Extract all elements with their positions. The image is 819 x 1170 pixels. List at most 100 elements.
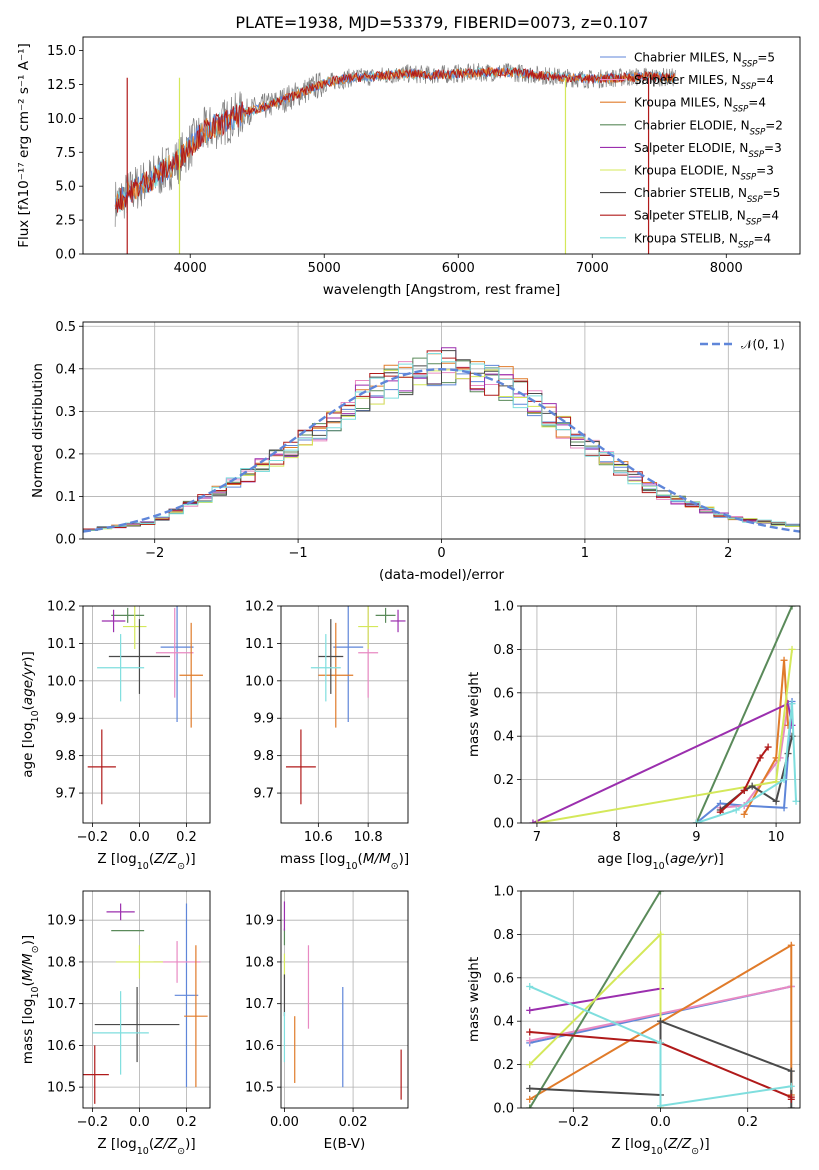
age-vs-metallicity-panel-grid bbox=[83, 605, 210, 823]
y-tick-label: 0.0 bbox=[55, 248, 76, 263]
legend-entry: 𝒩(0, 1) bbox=[741, 338, 785, 352]
y-tick-label: 0.4 bbox=[493, 730, 514, 745]
x-tick-label: 2 bbox=[724, 546, 732, 561]
x-axis-label: wavelength [Angstrom, rest frame] bbox=[323, 282, 561, 298]
x-axis-label: Z [log10(Z/Z⊙)] bbox=[611, 1136, 709, 1157]
x-tick-label: 8 bbox=[613, 830, 621, 845]
y-tick-label: 10.1 bbox=[245, 637, 274, 652]
spectrum-panel-plot-area bbox=[114, 62, 676, 254]
y-tick-label: 9.8 bbox=[55, 749, 76, 764]
legend-entry: Chabrier ELODIE, NSSP=2 bbox=[634, 118, 783, 137]
mass-weight-line bbox=[719, 746, 769, 813]
y-tick-label: 0.5 bbox=[55, 320, 76, 335]
x-tick-label: 10.6 bbox=[304, 830, 333, 845]
mass-vs-extinction-panel: 0.00 0.02 10.5 10.6 10.7 10.8 10.9 E(B-V) bbox=[245, 890, 409, 1152]
y-tick-label: 5.0 bbox=[55, 180, 76, 195]
y-tick-label: 10.9 bbox=[47, 914, 76, 929]
mass-vs-extinction-panel-grid bbox=[281, 891, 408, 1108]
y-tick-label: 10.6 bbox=[245, 1039, 274, 1054]
y-tick-label: 10.0 bbox=[47, 112, 76, 127]
x-tick-label: 0.0 bbox=[650, 1115, 671, 1130]
y-tick-label: 10.0 bbox=[47, 674, 76, 689]
x-tick-label: 6000 bbox=[442, 261, 475, 276]
y-axis-label: Flux [fλ10⁻¹⁷ erg cm⁻² s⁻¹ A⁻¹] bbox=[16, 43, 32, 248]
age-vs-mass-panel-grid bbox=[281, 605, 408, 823]
legend-entry: Kroupa STELIB, NSSP=4 bbox=[634, 231, 771, 250]
x-tick-label: 7 bbox=[533, 830, 541, 845]
axes-frame bbox=[520, 605, 801, 824]
y-tick-label: 0.2 bbox=[55, 447, 76, 462]
y-tick-label: 12.5 bbox=[47, 78, 76, 93]
y-tick-label: 0.6 bbox=[493, 971, 514, 986]
y-axis-label: Normed distribution bbox=[30, 363, 46, 498]
weight-vs-age-panel-plot-area bbox=[529, 606, 800, 823]
x-tick-label: −0.2 bbox=[558, 1115, 590, 1130]
x-tick-label: 1 bbox=[581, 546, 589, 561]
x-tick-label: 0.2 bbox=[737, 1115, 758, 1130]
x-tick-label: 10.8 bbox=[354, 830, 383, 845]
y-tick-label: 0.2 bbox=[493, 1058, 514, 1073]
y-tick-label: 0.4 bbox=[493, 1015, 514, 1030]
x-tick-label: 0.2 bbox=[176, 1115, 197, 1130]
x-axis-label: Z [log10(Z/Z⊙)] bbox=[97, 851, 195, 872]
model-spectrum-line bbox=[114, 66, 676, 213]
x-tick-label: −0.2 bbox=[77, 830, 109, 845]
y-tick-label: 0.0 bbox=[493, 817, 514, 832]
y-tick-label: 10.0 bbox=[245, 674, 274, 689]
x-tick-label: 0.2 bbox=[176, 830, 197, 845]
axes-frame bbox=[82, 36, 801, 255]
mass-vs-metallicity-panel-plot-area bbox=[83, 903, 208, 1104]
y-axis-label: mass weight bbox=[466, 957, 482, 1042]
x-axis-label: age [log10(age/yr)] bbox=[597, 851, 723, 872]
y-tick-label: 9.7 bbox=[253, 787, 274, 802]
x-tick-label: −1 bbox=[289, 546, 308, 561]
mass-vs-extinction-panel-plot-area bbox=[283, 901, 402, 1100]
y-tick-label: 1.0 bbox=[493, 600, 514, 615]
y-tick-label: 10.5 bbox=[245, 1081, 274, 1096]
weight-vs-age-panel: 7 8 9 10 0.0 0.2 0.4 0.6 0.8 1.0 age [log10(age/yr… bbox=[466, 600, 801, 872]
residual-histogram-panel-plot-area bbox=[83, 347, 800, 533]
y-tick-label: 9.8 bbox=[253, 749, 274, 764]
legend-entry: Salpeter STELIB, NSSP=4 bbox=[634, 209, 779, 228]
y-tick-label: 10.1 bbox=[47, 637, 76, 652]
x-axis-label: (data-model)/error bbox=[379, 567, 505, 583]
x-tick-label: 7000 bbox=[576, 261, 609, 276]
y-tick-label: 10.5 bbox=[47, 1081, 76, 1096]
y-tick-label: 9.9 bbox=[55, 712, 76, 727]
x-tick-label: 0.0 bbox=[129, 830, 150, 845]
age-vs-mass-panel: 10.6 10.8 9.7 9.8 9.9 10.0 10.1 10.2 mass [log10… bbox=[245, 600, 409, 872]
weight-vs-metallicity-panel: −0.2 0.0 0.2 0.0 0.2 0.4 0.6 0.8 1.0 Z [log10(Z/Z… bbox=[466, 885, 801, 1157]
x-tick-label: 4000 bbox=[174, 261, 207, 276]
y-tick-label: 15.0 bbox=[47, 44, 76, 59]
x-axis-label: E(B-V) bbox=[324, 1136, 366, 1152]
y-tick-label: 10.9 bbox=[245, 914, 274, 929]
y-tick-label: 1.0 bbox=[493, 885, 514, 900]
axes-frame bbox=[82, 321, 801, 540]
axes-frame bbox=[280, 605, 409, 824]
age-vs-mass-panel-plot-area bbox=[285, 606, 406, 805]
y-tick-label: 0.2 bbox=[493, 773, 514, 788]
y-tick-label: 0.6 bbox=[493, 686, 514, 701]
mass-weight-line bbox=[695, 606, 793, 823]
axes-frame bbox=[82, 605, 211, 824]
spectrum-panel: 4000 5000 6000 7000 8000 0.0 2.5 5.0 7.5 10.0 12.5… bbox=[16, 36, 801, 298]
y-tick-label: 9.9 bbox=[253, 712, 274, 727]
y-tick-label: 2.5 bbox=[55, 214, 76, 229]
legend-entry: Salpeter MILES, NSSP=4 bbox=[634, 73, 774, 92]
y-tick-label: 7.5 bbox=[55, 146, 76, 161]
x-tick-label: 0.00 bbox=[270, 1115, 299, 1130]
x-axis-label: Z [log10(Z/Z⊙)] bbox=[97, 1136, 195, 1157]
y-axis-label: mass weight bbox=[466, 672, 482, 757]
legend-entry: Chabrier MILES, NSSP=5 bbox=[634, 51, 775, 70]
mass-weight-line bbox=[529, 985, 792, 1107]
x-tick-label: 0.0 bbox=[129, 1115, 150, 1130]
legend-entry: Kroupa MILES, NSSP=4 bbox=[634, 96, 766, 115]
gaussian-reference-curve bbox=[83, 368, 800, 533]
y-tick-label: 0.1 bbox=[55, 490, 76, 505]
y-tick-label: 10.8 bbox=[47, 955, 76, 970]
y-tick-label: 0.4 bbox=[55, 362, 76, 377]
age-vs-metallicity-panel: −0.2 0.0 0.2 9.7 9.8 9.9 10.0 10.1 10.2 Z [log10(… bbox=[20, 600, 211, 872]
weight-vs-metallicity-panel-plot-area bbox=[526, 891, 795, 1108]
y-tick-label: 0.8 bbox=[493, 643, 514, 658]
legend-entry: Salpeter ELODIE, NSSP=3 bbox=[634, 141, 782, 160]
